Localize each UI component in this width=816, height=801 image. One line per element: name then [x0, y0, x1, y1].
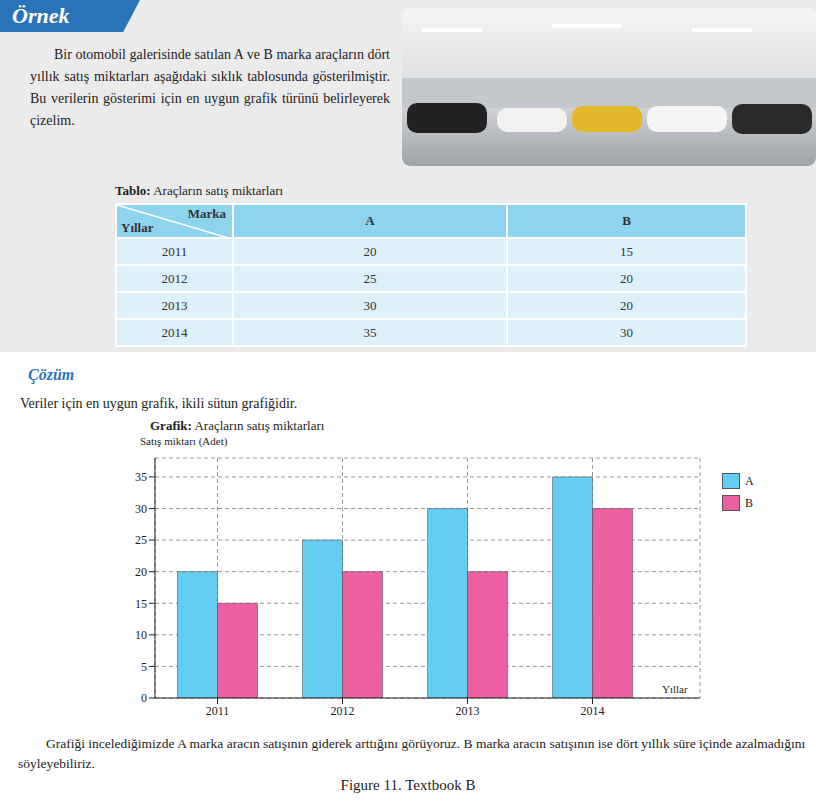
html-text:20: 20 [620, 297, 633, 313]
html-text:Satış miktarı (Adet): Satış miktarı (Adet) [140, 435, 228, 447]
html-text:Figure 11. Textbook B: Figure 11. Textbook B [340, 777, 476, 793]
html-text:30: 30 [363, 297, 377, 313]
html-text:25: 25 [363, 270, 377, 286]
svg-text:2012: 2012 [331, 704, 355, 718]
html-text:2013: 2013 [161, 297, 188, 313]
svg-text:2011: 2011 [206, 704, 230, 718]
svg-text:25: 25 [135, 533, 147, 547]
html-text:A: A [365, 213, 375, 228]
html-text:15: 15 [620, 243, 633, 259]
html-text:B: B [622, 213, 631, 228]
svg-text:2013: 2013 [456, 704, 480, 718]
html-text:A: A [745, 473, 754, 488]
html-text:20: 20 [363, 243, 377, 259]
html-text:Tablo: Araçların satış miktarl: Tablo: Araçların satış miktarları [115, 183, 284, 198]
html-text:Marka: Marka [187, 206, 226, 221]
html-text:Veriler için en uygun grafik,: Veriler için en uygun grafik, ikili sütu… [20, 396, 298, 411]
svg-text:30: 30 [135, 502, 147, 516]
svg-text:5: 5 [141, 660, 147, 674]
svg-text:15: 15 [135, 597, 147, 611]
html-text:Yıllar: Yıllar [662, 683, 688, 695]
svg-text:2014: 2014 [581, 704, 605, 718]
html-text:Yıllar: Yıllar [121, 220, 154, 235]
html-text:30: 30 [620, 324, 633, 340]
html-text:20: 20 [620, 270, 633, 286]
html-text:2012: 2012 [161, 270, 188, 286]
html-text:2014: 2014 [161, 324, 188, 340]
html-text:2011: 2011 [161, 243, 188, 259]
svg-text:20: 20 [135, 565, 147, 579]
html-text:Çözüm: Çözüm [28, 366, 75, 383]
html-text:B: B [745, 495, 753, 510]
html-text:35: 35 [363, 324, 377, 340]
html-text:Grafik: Araçların satış miktar: Grafik: Araçların satış miktarları [150, 418, 325, 433]
svg-text:10: 10 [135, 628, 147, 642]
svg-text:35: 35 [135, 470, 147, 484]
html-text:Bir otomobil galerisinde satıl: Bir otomobil galerisinde satılan A ve B … [30, 47, 390, 128]
html-text:Grafiği incelediğimizde A mark: Grafiği incelediğimizde A marka aracın s… [18, 736, 806, 771]
svg-text:0: 0 [141, 691, 147, 705]
html-text:Örnek: Örnek [12, 3, 70, 28]
